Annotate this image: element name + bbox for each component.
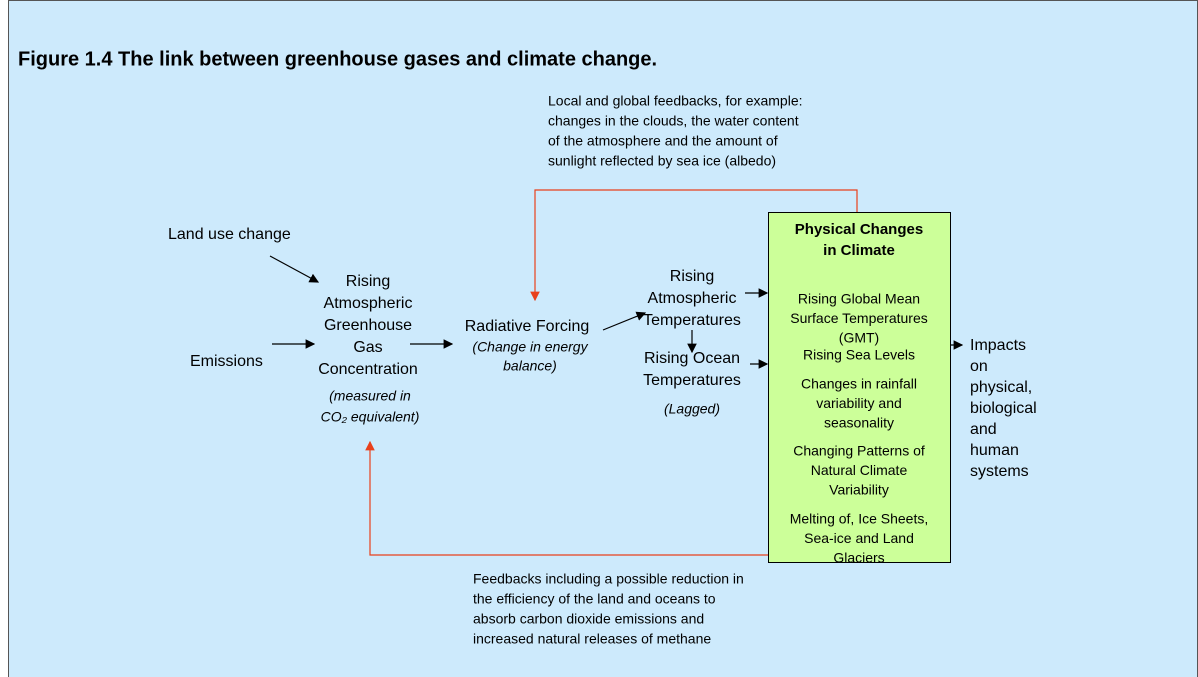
node-label: Atmospheric — [648, 290, 737, 307]
box-item: Surface Temperatures — [790, 310, 927, 326]
box-item: Changing Patterns of — [793, 443, 925, 459]
feedback-text: the efficiency of the land and oceans to — [473, 591, 716, 607]
panel — [8, 0, 1198, 677]
node-label: systems — [970, 463, 1029, 480]
box-item: (GMT) — [839, 330, 879, 346]
node-label: biological — [970, 400, 1037, 417]
box-item: Melting of, Ice Sheets, — [790, 511, 929, 527]
node-label: Rising — [346, 273, 390, 290]
node-label: Gas — [353, 339, 382, 356]
box-heading: Physical Changes — [795, 221, 923, 238]
node-label: on — [970, 358, 988, 375]
node-note: CO₂ equivalent) — [321, 409, 420, 425]
physical-changes-box — [768, 212, 951, 563]
box-item: Glaciers — [833, 550, 884, 566]
node-label: Emissions — [190, 353, 263, 370]
node-label: Temperatures — [643, 312, 741, 329]
labels: Local and global feedbacks, for example:… — [168, 93, 1037, 647]
feedback-text: increased natural releases of methane — [473, 631, 711, 647]
node-label: Greenhouse — [324, 317, 412, 334]
box-heading: in Climate — [823, 242, 895, 259]
node-label: Concentration — [318, 361, 418, 378]
node-label: Temperatures — [643, 372, 741, 389]
node-note: (Lagged) — [664, 401, 720, 417]
feedback-text: Feedbacks including a possible reduction… — [473, 571, 744, 587]
box-item: Rising Global Mean — [798, 291, 920, 307]
box-item: Rising Sea Levels — [803, 347, 915, 363]
node-note: (measured in — [329, 388, 411, 404]
node-label: and — [970, 421, 997, 438]
box-item: Sea-ice and Land — [804, 530, 914, 546]
box-item: Variability — [829, 482, 889, 498]
feedback-lines — [365, 189, 858, 556]
box-item: Natural Climate — [811, 462, 908, 478]
box-item: seasonality — [824, 415, 894, 431]
figure-title: Figure 1.4 The link between greenhouse g… — [18, 48, 657, 70]
node-label: Radiative Forcing — [465, 318, 590, 335]
feedback-text: of the atmosphere and the amount of — [548, 133, 778, 149]
feedback-text: absorb carbon dioxide emissions and — [473, 611, 704, 627]
node-label: Land use change — [168, 226, 291, 243]
feedback-text: changes in the clouds, the water content — [548, 113, 799, 129]
node-note: balance) — [503, 358, 557, 374]
node-label: Rising Ocean — [644, 350, 740, 367]
feedback-text: Local and global feedbacks, for example: — [548, 93, 803, 109]
node-note: (Change in energy — [472, 339, 588, 355]
node-label: Impacts — [970, 337, 1026, 354]
node-label: Atmospheric — [324, 295, 413, 312]
feedback-text: sunlight reflected by sea ice (albedo) — [548, 153, 776, 169]
node-label: physical, — [970, 379, 1032, 396]
box-item: variability and — [816, 395, 902, 411]
box-item: Changes in rainfall — [801, 376, 917, 392]
node-label: Rising — [670, 268, 714, 285]
node-label: human — [970, 442, 1019, 459]
